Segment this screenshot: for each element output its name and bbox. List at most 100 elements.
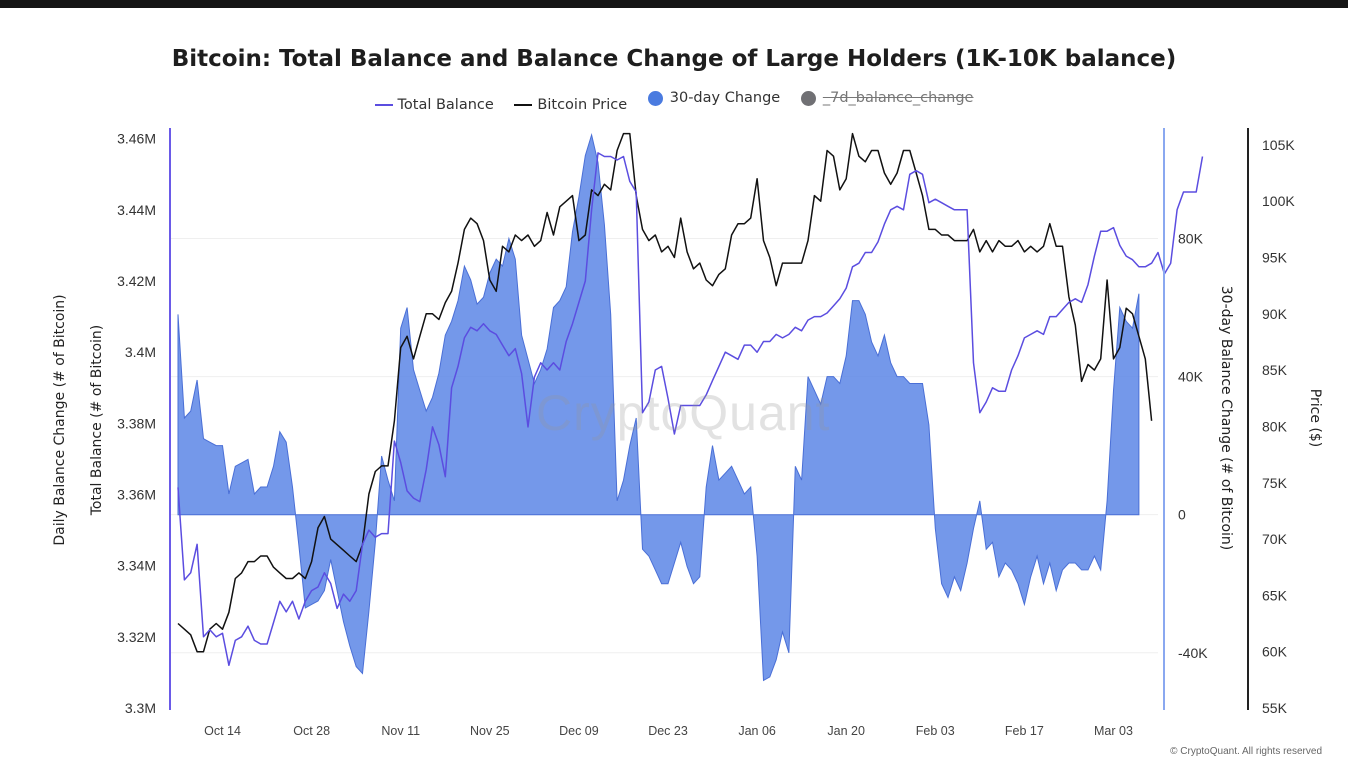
chart-title: Bitcoin: Total Balance and Balance Chang… <box>171 46 1177 72</box>
point-30-day-change <box>419 390 421 392</box>
point-30-day-change <box>527 359 529 361</box>
point-30-day-change <box>375 542 377 544</box>
point-30-day-change <box>769 676 771 678</box>
legend: Total Balance Bitcoin Price 30-day Chang… <box>0 90 1348 113</box>
point-30-day-change <box>330 559 332 561</box>
point-30-day-change <box>954 576 956 578</box>
point-30-day-change <box>852 300 854 302</box>
price-tick-label: 55K <box>1262 700 1288 716</box>
point-30-day-change <box>801 479 803 481</box>
point-30-day-change <box>285 441 287 443</box>
total-balance-line-swatch <box>374 103 393 106</box>
legend-label-total-balance: Total Balance <box>397 96 494 113</box>
left-tick-label: 3.44M <box>117 202 156 218</box>
legend-item-total-balance[interactable]: Total Balance <box>374 96 494 113</box>
point-30-day-change <box>661 583 663 585</box>
point-30-day-change <box>228 493 230 495</box>
point-30-day-change <box>756 555 758 557</box>
point-30-day-change <box>362 673 364 675</box>
point-30-day-change <box>1132 327 1134 329</box>
left-tick-label: 3.36M <box>117 487 156 503</box>
point-30-day-change <box>610 314 612 316</box>
point-30-day-change <box>623 479 625 481</box>
point-30-day-change <box>1119 307 1121 309</box>
x-tick-label: Nov 25 <box>470 724 510 738</box>
point-30-day-change <box>266 486 268 488</box>
point-30-day-change <box>451 321 453 323</box>
point-30-day-change <box>903 376 905 378</box>
point-30-day-change <box>565 286 567 288</box>
point-30-day-change <box>1100 569 1102 571</box>
point-30-day-change <box>845 355 847 357</box>
left-tick-label: 3.4M <box>125 344 156 360</box>
point-30-day-change <box>966 562 968 564</box>
x-tick-label: Jan 06 <box>738 724 776 738</box>
point-30-day-change <box>254 493 256 495</box>
point-30-day-change <box>1125 321 1127 323</box>
x-tick-label: Jan 20 <box>827 724 865 738</box>
point-30-day-change <box>642 548 644 550</box>
point-30-day-change <box>979 500 981 502</box>
point-30-day-change <box>718 479 720 481</box>
line-total-balance <box>177 152 1204 667</box>
axes <box>169 128 1249 710</box>
point-30-day-change <box>1106 500 1108 502</box>
point-30-day-change <box>349 645 351 647</box>
point-30-day-change <box>508 238 510 240</box>
point-30-day-change <box>795 466 797 468</box>
point-30-day-change <box>476 303 478 305</box>
point-30-day-change <box>648 555 650 557</box>
point-30-day-change <box>1062 569 1064 571</box>
legend-item-30-day-change[interactable]: 30-day Change <box>647 90 781 106</box>
point-30-day-change <box>1075 562 1077 564</box>
point-30-day-change <box>355 666 357 668</box>
point-30-day-change <box>279 431 281 433</box>
point-30-day-change <box>336 590 338 592</box>
price-tick-label: 80K <box>1262 418 1288 434</box>
point-30-day-change <box>400 327 402 329</box>
point-30-day-change <box>941 583 943 585</box>
point-30-day-change <box>260 486 262 488</box>
x-tick-label: Feb 03 <box>916 724 955 738</box>
legend-item-bitcoin-price[interactable]: Bitcoin Price <box>514 97 627 113</box>
point-30-day-change <box>190 410 192 412</box>
copyright-text: © CryptoQuant. All rights reserved <box>1170 746 1322 757</box>
x-tick-label: Dec 23 <box>648 724 688 738</box>
point-30-day-change <box>1036 555 1038 557</box>
point-30-day-change <box>763 680 765 682</box>
point-30-day-change <box>896 376 898 378</box>
left-tick-label: 3.3M <box>125 700 156 716</box>
point-30-day-change <box>483 296 485 298</box>
legend-label-30-day-change: 30-day Change <box>669 90 781 106</box>
point-30-day-change <box>184 417 186 419</box>
point-30-day-change <box>273 466 275 468</box>
point-30-day-change <box>343 621 345 623</box>
point-30-day-change <box>693 583 695 585</box>
x-tick-label: Oct 14 <box>204 724 241 738</box>
area-30-day-change <box>177 132 1140 682</box>
point-30-day-change <box>884 334 886 336</box>
series-lines <box>177 132 1204 667</box>
point-30-day-change <box>725 472 727 474</box>
point-30-day-change <box>775 659 777 661</box>
point-30-day-change <box>324 590 326 592</box>
mid-tick-label: -40K <box>1178 645 1208 661</box>
point-30-day-change <box>960 590 962 592</box>
point-30-day-change <box>572 231 574 233</box>
chart-canvas: 3.46M 3.44M 3.42M 3.4M 3.38M 3.36M 3.34M 3.32M 3… <box>52 128 1323 738</box>
point-30-day-change <box>604 224 606 226</box>
point-30-day-change <box>737 479 739 481</box>
axis-title-daily-balance-change: Daily Balance Change (# of Bitcoin) <box>52 294 68 545</box>
point-30-day-change <box>1043 583 1045 585</box>
point-30-day-change <box>464 265 466 267</box>
point-30-day-change <box>305 607 307 609</box>
legend-item-7d-balance-change[interactable]: _7d_balance_change <box>800 90 973 106</box>
x-tick-label: Nov 11 <box>381 724 420 738</box>
point-30-day-change <box>985 548 987 550</box>
mid-tick-label: 40K <box>1178 369 1204 385</box>
point-30-day-change <box>667 583 669 585</box>
point-30-day-change <box>674 562 676 564</box>
mid-tick-label: 80K <box>1178 230 1204 246</box>
point-30-day-change <box>807 376 809 378</box>
point-30-day-change <box>502 265 504 267</box>
